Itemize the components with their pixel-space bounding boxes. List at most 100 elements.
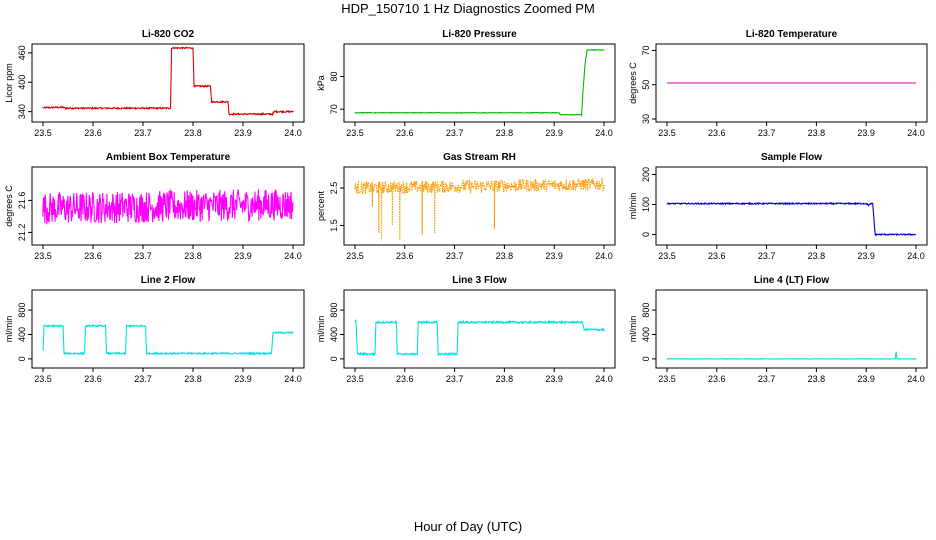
x-tick-label: 23.9 — [545, 251, 563, 261]
x-tick-label: 23.7 — [758, 251, 776, 261]
plot-frame — [31, 289, 305, 369]
plot-frame — [343, 166, 616, 246]
x-tick-label: 23.9 — [234, 128, 252, 138]
x-tick-label: 23.5 — [346, 251, 364, 261]
x-tick-label: 23.8 — [808, 251, 826, 261]
x-tick-label: 24.0 — [284, 128, 302, 138]
series-line — [666, 201, 916, 237]
x-tick-label: 23.5 — [34, 374, 52, 384]
x-tick-label: 23.7 — [446, 374, 464, 384]
x-tick-label: 23.8 — [496, 251, 514, 261]
chart-panel: Line 4 (LT) Flow 23.5 23.6 23.7 23.8 23.9 24.0… — [628, 275, 928, 384]
x-tick-label: 23.9 — [545, 374, 563, 384]
y-tick-label: 460 — [17, 45, 27, 60]
x-tick-label: 23.6 — [84, 128, 102, 138]
plot-frame — [655, 289, 928, 369]
y-tick-label: 100 — [641, 197, 651, 212]
series-line — [354, 319, 605, 358]
y-tick-label: 0 — [329, 356, 339, 361]
y-tick-label: 0 — [17, 356, 27, 361]
plot-frame — [655, 43, 928, 123]
plot-frame — [31, 43, 305, 123]
x-tick-label: 23.9 — [857, 374, 875, 384]
x-tick-label: 23.5 — [658, 374, 676, 384]
panel-title: Li-820 Temperature — [746, 29, 838, 40]
y-tick-label: 400 — [329, 327, 339, 342]
chart-panel: Line 3 Flow 23.5 23.6 23.7 23.8 23.9 24.0 0 400 8… — [316, 275, 616, 384]
x-tick-label: 23.6 — [84, 251, 102, 261]
x-tick-label: 23.5 — [346, 374, 364, 384]
x-axis-label: Hour of Day (UTC) — [413, 519, 523, 534]
x-tick-label: 23.9 — [857, 128, 875, 138]
x-tick-label: 23.6 — [396, 374, 414, 384]
x-tick-label: 23.5 — [34, 128, 52, 138]
x-tick-label: 23.8 — [184, 251, 202, 261]
chart-panel: Line 2 Flow 23.5 23.6 23.7 23.8 23.9 24.0 0 400 8… — [4, 275, 305, 384]
plot-frame — [343, 289, 616, 369]
y-axis-label: degrees C — [628, 62, 638, 104]
chart-panel: Sample Flow 23.5 23.6 23.7 23.8 23.9 24.0 0 100 2… — [628, 152, 928, 261]
y-tick-label: 2.5 — [329, 182, 339, 195]
chart-panel: Li-820 CO2 23.5 23.6 23.7 23.8 23.9 24.0 340 400… — [4, 29, 305, 138]
x-tick-label: 23.8 — [496, 128, 514, 138]
y-tick-label: 21.2 — [17, 224, 27, 242]
x-tick-label: 23.5 — [658, 251, 676, 261]
panel-title: Line 3 Flow — [452, 275, 507, 286]
y-tick-label: 80 — [329, 71, 339, 81]
x-tick-label: 23.7 — [446, 251, 464, 261]
y-tick-label: 50 — [641, 80, 651, 90]
y-tick-label: 200 — [641, 167, 651, 182]
y-tick-label: 800 — [329, 303, 339, 318]
x-tick-label: 23.5 — [346, 128, 364, 138]
panel-title: Line 2 Flow — [141, 275, 196, 286]
x-tick-label: 23.9 — [234, 251, 252, 261]
panel-title: Line 4 (LT) Flow — [754, 275, 830, 286]
x-tick-label: 23.5 — [34, 251, 52, 261]
y-tick-label: 800 — [641, 303, 651, 318]
series-line — [42, 46, 294, 116]
x-tick-label: 23.7 — [758, 374, 776, 384]
chart-panel: Li-820 Pressure 23.5 23.6 23.7 23.8 23.9 24.0 7… — [316, 29, 616, 138]
series-line — [354, 48, 605, 117]
panel-title: Sample Flow — [761, 152, 822, 163]
y-axis-label: ml/min — [316, 316, 326, 343]
x-tick-label: 24.0 — [907, 251, 925, 261]
panel-title: Gas Stream RH — [443, 152, 516, 163]
plot-frame — [343, 43, 616, 123]
y-tick-label: 1.5 — [329, 219, 339, 232]
y-tick-label: 21.6 — [17, 192, 27, 210]
x-tick-label: 23.6 — [396, 251, 414, 261]
x-tick-label: 23.6 — [708, 374, 726, 384]
x-tick-label: 23.8 — [808, 128, 826, 138]
y-tick-label: 800 — [17, 303, 27, 318]
x-tick-label: 23.8 — [496, 374, 514, 384]
x-tick-label: 24.0 — [907, 374, 925, 384]
panel-title: Li-820 CO2 — [142, 29, 195, 40]
x-tick-label: 23.9 — [545, 128, 563, 138]
x-tick-label: 23.7 — [758, 128, 776, 138]
y-axis-label: degrees C — [4, 185, 14, 227]
x-tick-label: 24.0 — [595, 251, 613, 261]
x-tick-label: 23.7 — [134, 128, 152, 138]
y-tick-label: 400 — [17, 75, 27, 90]
series-line — [666, 351, 917, 360]
y-tick-label: 0 — [641, 232, 651, 237]
x-tick-label: 23.8 — [184, 128, 202, 138]
y-axis-label: ml/min — [4, 316, 14, 343]
x-tick-label: 23.9 — [234, 374, 252, 384]
x-tick-label: 23.9 — [857, 251, 875, 261]
y-axis-label: Licor ppm — [4, 63, 14, 103]
panel-title: Li-820 Pressure — [442, 29, 517, 40]
y-axis-label: kPa — [316, 75, 326, 91]
x-tick-label: 23.8 — [808, 374, 826, 384]
x-tick-label: 24.0 — [284, 251, 302, 261]
x-tick-label: 23.7 — [134, 374, 152, 384]
x-tick-label: 23.6 — [708, 251, 726, 261]
x-tick-label: 24.0 — [595, 128, 613, 138]
x-tick-label: 23.8 — [184, 374, 202, 384]
x-tick-label: 23.5 — [658, 128, 676, 138]
y-tick-label: 70 — [329, 104, 339, 114]
y-tick-label: 30 — [641, 114, 651, 124]
y-axis-label: ml/min — [628, 193, 638, 220]
